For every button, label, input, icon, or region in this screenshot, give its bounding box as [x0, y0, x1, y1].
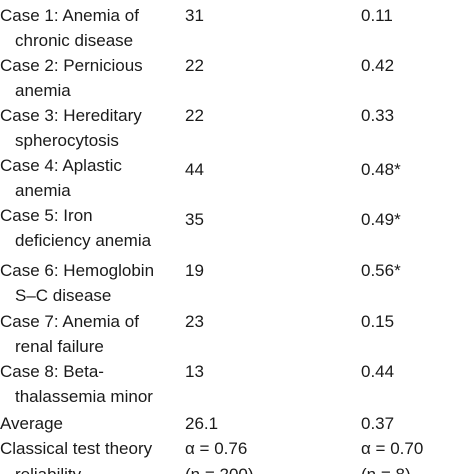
case-label-cont: chronic disease — [15, 31, 134, 50]
case-label: Case 2: Pernicious — [0, 56, 143, 75]
average-row: Average 26.1 0.37 — [0, 411, 474, 436]
case-value-1: 31 — [185, 6, 204, 25]
case-label: Case 3: Hereditary — [0, 106, 142, 125]
table-row-cont: anemia — [0, 78, 474, 103]
case-label-cont: spherocytosis — [15, 131, 119, 150]
case-value-1: 13 — [185, 362, 204, 381]
reliability-row-cont: reliability (n = 200) (n = 8) — [0, 462, 474, 474]
case-value-2: 0.48* — [361, 160, 401, 179]
table-row: Case 4: Aplastic 44 0.48* — [0, 153, 474, 179]
reliability-label-cont: reliability — [15, 462, 81, 474]
table-row-cont: thalassemia minor — [0, 384, 474, 409]
case-label: Case 4: Aplastic — [0, 156, 122, 175]
case-label-cont: S–C disease — [15, 286, 112, 305]
reliability-row: Classical test theory α = 0.76 α = 0.70 — [0, 436, 474, 461]
reliability-value-2: α = 0.70 — [361, 439, 424, 458]
case-value-1: 22 — [185, 106, 204, 125]
case-value-2: 0.11 — [361, 6, 393, 25]
table-row-cont: anemia — [0, 178, 474, 203]
reliability-value-1: α = 0.76 — [185, 439, 248, 458]
case-value-1: 23 — [185, 312, 204, 331]
table-row: Case 6: Hemoglobin 19 0.56* — [0, 258, 474, 283]
table-row-cont: chronic disease — [0, 28, 474, 53]
table-row: Case 1: Anemia of 31 0.11 — [0, 3, 474, 28]
case-value-2: 0.15 — [361, 312, 395, 331]
case-label: Case 5: Iron — [0, 206, 93, 225]
reliability-n-1: (n = 200) — [185, 462, 254, 474]
case-label-cont: deficiency anemia — [15, 231, 152, 250]
case-label: Case 1: Anemia of — [0, 6, 139, 25]
table-row: Case 2: Pernicious 22 0.42 — [0, 53, 474, 78]
case-label: Case 7: Anemia of — [0, 312, 139, 331]
case-label: Case 8: Beta- — [0, 362, 104, 381]
average-value-1: 26.1 — [185, 414, 219, 433]
reliability-n-2: (n = 8) — [361, 462, 411, 474]
case-value-1: 19 — [185, 261, 204, 280]
table-row-cont: spherocytosis — [0, 128, 474, 153]
case-label-cont: renal failure — [15, 337, 104, 356]
table-row: Case 5: Iron 35 0.49* — [0, 203, 474, 229]
table-row: Case 8: Beta- 13 0.44 — [0, 359, 474, 384]
case-label: Case 6: Hemoglobin — [0, 261, 155, 280]
table-row-cont: renal failure — [0, 334, 474, 359]
case-value-2: 0.56* — [361, 261, 401, 280]
case-value-2: 0.44 — [361, 362, 395, 381]
case-value-2: 0.42 — [361, 56, 395, 75]
case-label-cont: anemia — [15, 181, 71, 200]
reliability-label: Classical test theory — [0, 439, 153, 458]
average-label: Average — [0, 414, 64, 433]
table-row: Case 7: Anemia of 23 0.15 — [0, 309, 474, 334]
case-value-1: 35 — [185, 210, 204, 229]
case-label-cont: thalassemia minor — [15, 387, 153, 406]
case-label-cont: anemia — [15, 81, 71, 100]
case-value-2: 0.33 — [361, 106, 395, 125]
table-row: Case 3: Hereditary 22 0.33 — [0, 103, 474, 128]
table-row-cont: deficiency anemia — [0, 228, 474, 253]
table-row-cont: S–C disease — [0, 283, 474, 308]
case-value-1: 22 — [185, 56, 204, 75]
case-value-1: 44 — [185, 160, 204, 179]
average-value-2: 0.37 — [361, 414, 395, 433]
case-value-2: 0.49* — [361, 210, 401, 229]
